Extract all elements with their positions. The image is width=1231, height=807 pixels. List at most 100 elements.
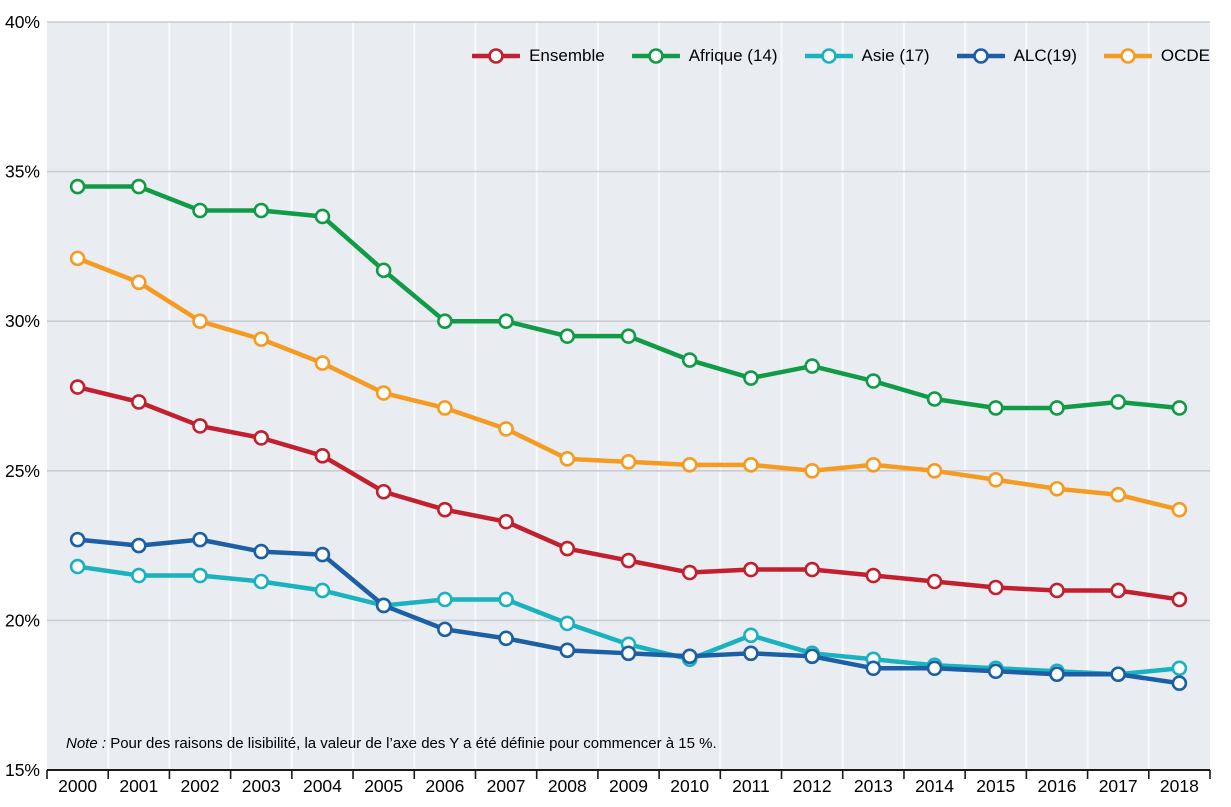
data-point-afrique-14 [681, 352, 698, 368]
data-point-alc-19 [1110, 666, 1126, 683]
data-point-ensemble [1110, 582, 1126, 599]
data-point-afrique-14 [498, 313, 514, 330]
x-axis-tick-label: 2008 [548, 776, 587, 796]
data-point-alc-19 [498, 630, 514, 647]
data-point-asie-17 [131, 567, 147, 584]
legend-label: OCDE [1160, 46, 1210, 65]
x-axis-tick-label: 2018 [1160, 776, 1199, 796]
x-axis-tick-label: 2003 [242, 776, 281, 796]
legend-item-ocde: OCDE [1103, 46, 1210, 66]
data-point-afrique-14 [1049, 400, 1065, 416]
legend-item-afrique-14: Afrique (14) [631, 46, 778, 66]
data-point-ensemble [926, 573, 943, 590]
y-axis-tick-label: 20% [5, 610, 40, 630]
y-axis-tick-label: 40% [5, 12, 40, 32]
chart-legend: Ensemble Afrique (14) Asie (17) ALC(19) OCDE [472, 46, 1210, 66]
data-point-ensemble [437, 501, 453, 518]
x-axis-tick-label: 2017 [1099, 776, 1138, 796]
data-point-ensemble [1049, 582, 1065, 599]
data-point-afrique-14 [375, 262, 392, 279]
data-point-ocde [804, 462, 820, 479]
data-point-afrique-14 [804, 358, 820, 374]
data-point-ensemble [804, 561, 820, 578]
data-point-alc-19 [926, 660, 943, 677]
legend-marker-icon [804, 48, 853, 64]
data-point-ocde [437, 400, 453, 416]
data-point-afrique-14 [314, 208, 331, 225]
data-point-ensemble [375, 483, 392, 500]
x-axis-tick-label: 2007 [487, 776, 526, 796]
legend-marker-icon [956, 48, 1005, 64]
data-point-alc-19 [253, 543, 270, 560]
data-point-alc-19 [192, 531, 208, 548]
x-axis-tick-label: 2012 [793, 776, 832, 796]
data-point-alc-19 [314, 546, 331, 563]
data-point-ocde [69, 250, 86, 267]
data-point-afrique-14 [559, 328, 576, 344]
x-axis-tick-label: 2014 [915, 776, 954, 796]
data-point-ensemble [253, 430, 270, 446]
legend-label: ALC(19) [1013, 46, 1077, 65]
data-point-ensemble [620, 552, 637, 569]
data-point-ensemble [314, 448, 331, 464]
data-point-afrique-14 [743, 370, 759, 386]
data-point-asie-17 [314, 582, 331, 599]
data-point-ensemble [498, 513, 514, 530]
x-axis-tick-label: 2015 [976, 776, 1015, 796]
data-point-ocde [743, 457, 759, 473]
x-axis-tick-label: 2005 [364, 776, 403, 796]
data-point-ocde [1110, 486, 1126, 503]
data-point-alc-19 [681, 648, 698, 665]
data-point-asie-17 [559, 615, 576, 632]
x-axis-tick-label: 2001 [119, 776, 158, 796]
legend-item-asie-17: Asie (17) [804, 46, 930, 66]
legend-item-alc-19: ALC(19) [956, 46, 1077, 66]
data-point-afrique-14 [865, 373, 882, 389]
data-point-afrique-14 [131, 178, 147, 195]
data-point-ocde [1049, 480, 1065, 497]
data-point-ocde [865, 457, 882, 473]
note-text: Pour des raisons de lisibilité, la valeu… [106, 735, 717, 752]
data-point-alc-19 [743, 645, 759, 662]
legend-item-ensemble: Ensemble [472, 46, 605, 66]
data-point-alc-19 [1049, 666, 1065, 683]
data-point-ocde [926, 462, 943, 479]
data-point-afrique-14 [253, 202, 270, 219]
x-axis-tick-label: 2016 [1038, 776, 1077, 796]
data-point-alc-19 [804, 648, 820, 665]
data-point-afrique-14 [69, 178, 86, 195]
data-point-alc-19 [69, 531, 86, 548]
data-point-afrique-14 [987, 400, 1004, 416]
data-point-afrique-14 [1171, 400, 1188, 416]
y-axis-tick-label: 15% [5, 760, 40, 780]
data-point-asie-17 [437, 591, 453, 608]
legend-label: Asie (17) [861, 46, 930, 65]
data-point-ensemble [681, 564, 698, 581]
data-point-ocde [681, 457, 698, 473]
data-point-afrique-14 [1110, 394, 1126, 410]
data-point-ocde [375, 385, 392, 401]
data-point-ensemble [559, 540, 576, 557]
data-point-ocde [253, 331, 270, 347]
data-point-afrique-14 [192, 202, 208, 219]
legend-marker-circle [647, 48, 664, 64]
x-axis-tick-label: 2002 [181, 776, 220, 796]
y-axis-tick-label: 30% [5, 311, 40, 331]
data-point-afrique-14 [620, 328, 637, 344]
legend-marker-icon [1103, 48, 1152, 64]
x-axis-tick-label: 2006 [425, 776, 464, 796]
x-axis-tick-label: 2011 [732, 776, 770, 796]
data-point-alc-19 [987, 663, 1004, 680]
data-point-ocde [1171, 501, 1188, 518]
data-point-ensemble [865, 567, 882, 584]
legend-marker-icon [631, 48, 680, 64]
data-point-ensemble [69, 379, 86, 395]
data-point-ocde [987, 471, 1004, 488]
x-axis-tick-label: 2004 [303, 776, 342, 796]
data-point-ensemble [743, 561, 759, 578]
data-point-asie-17 [253, 573, 270, 590]
legend-marker-circle [488, 48, 504, 64]
legend-marker-circle [1120, 48, 1136, 64]
